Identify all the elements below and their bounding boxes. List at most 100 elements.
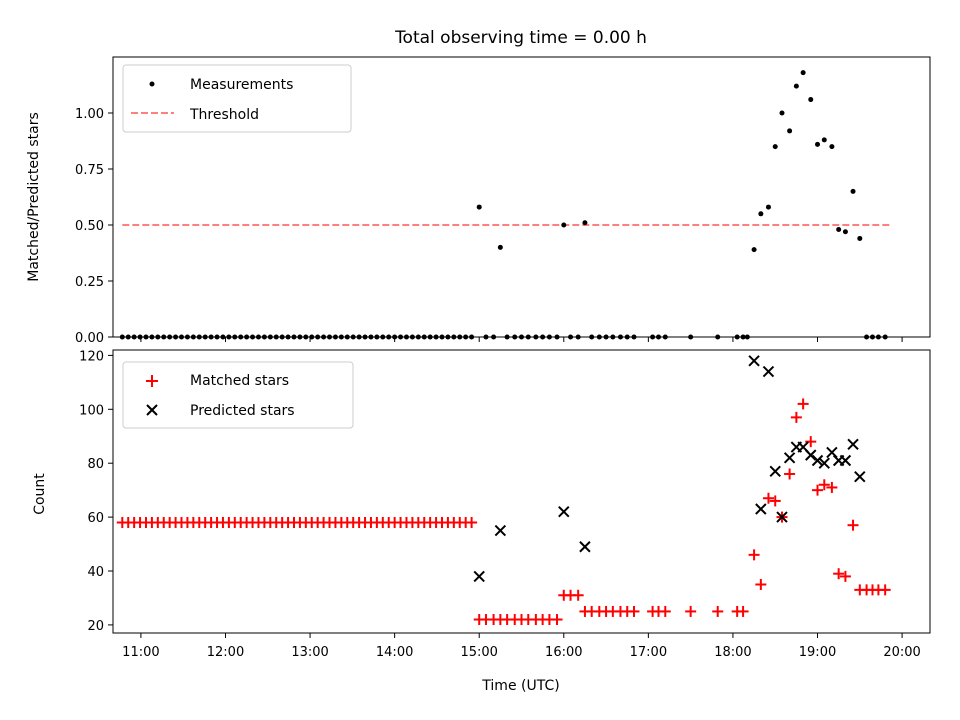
- bottom-legend: Matched stars Predicted stars: [122, 361, 354, 429]
- measurement-point: [857, 235, 863, 241]
- bottom-y-tick-label: 100: [79, 403, 104, 418]
- matched-star-point: [685, 605, 697, 617]
- matched-star-point: [833, 568, 845, 580]
- bottom-panel: 20 40 60 80 100 120 11:00 12:00 13:00 14:00 15:00…: [32, 349, 931, 694]
- measurement-point: [765, 204, 771, 210]
- matched-star-point: [790, 411, 802, 423]
- matched-star-point: [769, 495, 781, 507]
- measurement-point: [821, 137, 827, 143]
- x-tick-label: 18:00: [714, 645, 751, 660]
- matched-star-point: [762, 492, 774, 504]
- measurement-point: [779, 110, 785, 116]
- measurement-point: [793, 83, 799, 89]
- predicted-star-point: [818, 457, 830, 469]
- x-tick-label: 15:00: [460, 645, 497, 660]
- x-tick-label: 20:00: [883, 645, 920, 660]
- bottom-plot-marks: [116, 355, 891, 626]
- measurement-point: [561, 222, 567, 228]
- bottom-y-tick-label: 120: [79, 349, 104, 364]
- matched-star-point: [847, 519, 859, 531]
- x-tick-label: 12:00: [207, 645, 244, 660]
- x-tick-label: 14:00: [376, 645, 413, 660]
- top-legend: Measurements Threshold: [122, 64, 352, 133]
- matched-star-point: [826, 481, 838, 493]
- x-tick-label: 17:00: [630, 645, 667, 660]
- x-tick-label: 11:00: [122, 645, 159, 660]
- legend-threshold-label: Threshold: [189, 107, 259, 123]
- top-y-tick-label: 0.50: [75, 219, 104, 234]
- legend-measurements-label: Measurements: [190, 77, 293, 93]
- bottom-y-ticks: 20 40 60 80 100 120: [79, 349, 113, 634]
- predicted-star-point: [854, 470, 866, 483]
- matched-star-point: [748, 549, 760, 561]
- predicted-star-point: [748, 355, 760, 367]
- matched-star-point: [628, 605, 640, 617]
- matched-star-point: [805, 436, 817, 448]
- predicted-star-point: [769, 465, 781, 477]
- top-y-tick-label: 0.00: [75, 331, 104, 346]
- predicted-star-point: [776, 511, 788, 523]
- matched-star-point: [659, 605, 671, 617]
- matched-star-point: [812, 484, 824, 496]
- measurement-point: [800, 70, 806, 76]
- bottom-y-tick-label: 20: [87, 619, 104, 634]
- legend-predicted-marker: [146, 404, 158, 416]
- legend-matched-label: Matched stars: [190, 373, 289, 389]
- measurement-point: [842, 229, 848, 235]
- matched-star-point: [737, 605, 749, 617]
- top-legend-box: [122, 64, 352, 133]
- predicted-star-point: [783, 452, 796, 464]
- matched-star-point: [797, 398, 809, 410]
- matched-star-point: [818, 479, 830, 491]
- legend-predicted-label: Predicted stars: [190, 403, 295, 419]
- measurement-point: [476, 204, 482, 210]
- top-y-tick-label: 0.75: [75, 163, 104, 178]
- predicted-star-point: [839, 454, 852, 467]
- legend-measurements-marker: [149, 81, 155, 87]
- matched-star-point: [712, 605, 724, 617]
- predicted-star-point: [762, 365, 775, 378]
- predicted-star-point: [494, 524, 507, 537]
- bottom-y-tick-label: 40: [87, 565, 104, 580]
- measurement-point: [758, 211, 764, 217]
- measurement-point: [582, 220, 588, 226]
- top-panel: 0.00 0.25 0.50 0.75 1.00 Matched/Predicted s…: [26, 56, 931, 346]
- x-tick-label: 19:00: [799, 645, 836, 660]
- predicted-star-point: [847, 438, 859, 451]
- predicted-star-point: [579, 541, 591, 553]
- matched-star-point: [551, 614, 563, 626]
- matched-star-point: [466, 516, 478, 528]
- x-tick-label: 13:00: [291, 645, 328, 660]
- bottom-axes-frame: [112, 349, 931, 634]
- predicted-star-point: [811, 454, 824, 467]
- measurement-point: [751, 247, 757, 253]
- predicted-star-point: [473, 570, 485, 583]
- measurement-point: [808, 97, 814, 103]
- bottom-y-tick-label: 60: [87, 511, 104, 526]
- top-y-tick-label: 1.00: [75, 107, 104, 122]
- measurement-point: [787, 128, 793, 134]
- top-y-axis-label: Matched/Predicted stars: [26, 112, 42, 282]
- measurement-point: [836, 226, 842, 232]
- figure-title: Total observing time = 0.00 h: [394, 28, 647, 48]
- legend-matched-marker: [146, 375, 158, 387]
- matched-star-point: [879, 584, 891, 596]
- measurement-point: [829, 144, 835, 150]
- matched-star-point: [784, 468, 796, 480]
- top-axes-frame: [112, 56, 931, 338]
- predicted-star-point: [755, 503, 767, 515]
- matched-star-point: [572, 589, 584, 601]
- measurement-point: [815, 141, 821, 147]
- x-tick-label: 16:00: [545, 645, 582, 660]
- top-y-tick-label: 0.25: [75, 275, 104, 290]
- measurement-point: [772, 144, 778, 150]
- top-y-ticks: 0.00 0.25 0.50 0.75 1.00: [75, 107, 113, 346]
- bottom-x-ticks: 11:00 12:00 13:00 14:00 15:00 16:00 17:00 18:00…: [122, 633, 921, 660]
- x-axis-label: Time (UTC): [481, 678, 559, 694]
- predicted-star-point: [558, 506, 570, 518]
- measurement-point: [497, 244, 503, 250]
- bottom-legend-box: [122, 361, 354, 429]
- bottom-y-tick-label: 80: [87, 457, 104, 472]
- bottom-y-axis-label: Count: [32, 473, 48, 515]
